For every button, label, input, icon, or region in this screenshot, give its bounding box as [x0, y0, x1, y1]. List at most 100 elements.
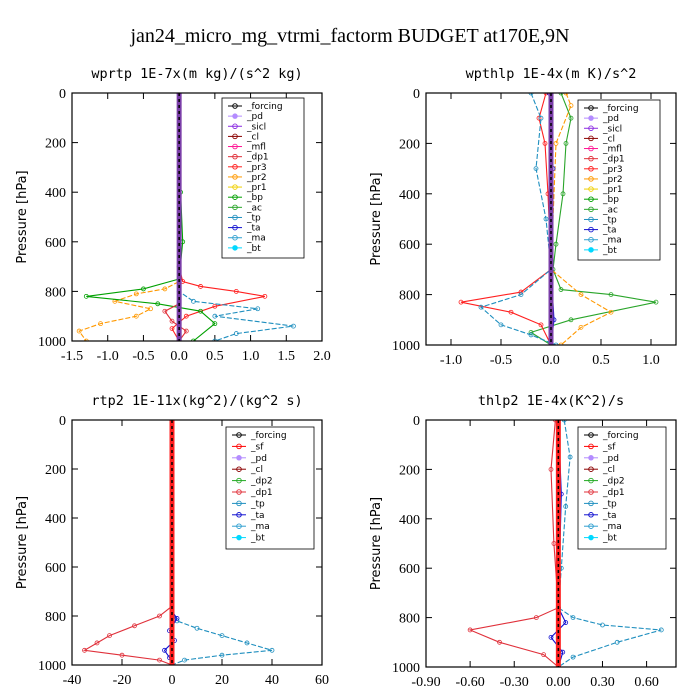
legend-label: _ta — [602, 511, 617, 521]
y-tick-label: 1000 — [392, 339, 420, 354]
y-tick-label: 800 — [45, 285, 66, 300]
plot-frame — [425, 419, 677, 668]
legend-label: _cl — [246, 132, 259, 142]
series-point-dp1 — [533, 615, 539, 620]
x-tick-label: 1.0 — [642, 353, 660, 368]
series-point-tp — [269, 647, 275, 653]
y-tick-label: 600 — [45, 561, 66, 576]
series-point-ta — [162, 647, 167, 653]
series-point-dp1 — [162, 308, 168, 314]
legend-marker — [588, 176, 594, 182]
x-tick-label: -1.5 — [61, 349, 83, 364]
legend-marker — [588, 226, 594, 233]
y-axis-label: Pressure [hPa] — [369, 497, 384, 590]
series-point-tp — [233, 331, 239, 336]
legend-marker — [588, 125, 594, 132]
series-point-pr2 — [148, 306, 153, 312]
y-tick-label: 1000 — [38, 335, 66, 350]
series-point-pr3 — [262, 293, 268, 299]
series-line-tp — [557, 420, 662, 667]
legend-marker — [588, 115, 594, 121]
series-point-ac — [653, 299, 659, 305]
legend-marker — [232, 184, 238, 190]
legend-label: _dp1 — [602, 488, 625, 498]
legend: _forcing_sf _pd_cl _dp2_dp1_tp _ta_ma _bt — [225, 426, 315, 550]
series-point-ac — [608, 292, 614, 298]
series-point-tp — [194, 625, 200, 631]
x-tick-label: -0.60 — [456, 675, 485, 690]
legend-marker — [236, 523, 242, 529]
y-tick-label: 0 — [413, 414, 420, 429]
y-axis-label: Pressure [hPa] — [369, 172, 384, 265]
series-point-pr3 — [538, 322, 544, 328]
legend-marker — [236, 534, 242, 541]
series-group — [82, 420, 275, 665]
legend-label: _bt — [602, 246, 617, 256]
x-tick-label: -0.5 — [132, 349, 154, 364]
legend-label: _pr2 — [602, 175, 623, 185]
legend-label: _pr1 — [602, 185, 623, 195]
legend-marker — [588, 186, 594, 192]
legend-marker — [232, 234, 238, 241]
legend-marker — [588, 155, 594, 162]
legend-marker — [588, 443, 594, 450]
legend: _forcing_pd_sicl_cl_mfl_dp1_pr3_pr2_pr1_… — [577, 99, 661, 261]
x-tick-label: 2.0 — [313, 349, 331, 364]
legend-marker — [588, 523, 594, 529]
series-line-bp — [86, 93, 216, 341]
legend-marker — [236, 466, 242, 472]
legend-label: _bt — [602, 534, 617, 544]
chart-panel-4: thlp2 1E-4x(K^2)/s Pressure [hPa] -0.90 -0.… — [369, 393, 677, 690]
series-point-bp — [198, 308, 203, 314]
y-tick-label: 600 — [399, 238, 420, 253]
series-point-tp — [219, 652, 225, 658]
series-point-tp — [518, 292, 524, 298]
series-point-pr2 — [608, 309, 614, 315]
legend-marker — [232, 153, 238, 160]
legend-label: _ma — [602, 522, 622, 532]
legend-label: _pd — [602, 114, 619, 124]
series-point-tp — [528, 93, 534, 96]
legend-label: _cl — [602, 465, 615, 475]
legend-marker — [232, 113, 238, 119]
series-point-tp — [553, 342, 559, 345]
series-point-ac — [553, 241, 559, 247]
y-tick-label: 200 — [399, 463, 420, 478]
series-point-tp — [658, 627, 664, 633]
legend-marker — [236, 443, 242, 450]
series-group — [467, 420, 664, 667]
legend-label: _dp1 — [602, 155, 625, 165]
legend-marker — [232, 245, 238, 251]
panel-title: wpthlp 1E-4x(m K)/s^2 — [466, 66, 637, 82]
legend-marker — [588, 500, 594, 507]
legend-label: _ma — [250, 522, 270, 532]
series-point-tp — [614, 639, 620, 645]
y-tick-label: 1000 — [38, 659, 66, 674]
legend-label: _bt — [246, 244, 261, 254]
series-point-pr3 — [458, 299, 464, 305]
x-tick-label: -0.90 — [411, 675, 440, 690]
series-line-pr3 — [460, 93, 552, 345]
panel-title: wprtp 1E-7x(m kg)/(s^2 kg) — [91, 66, 302, 82]
series-point-dp1 — [157, 657, 162, 663]
x-tick-label: -1.0 — [440, 353, 462, 368]
x-tick-label: 20 — [215, 673, 229, 688]
legend-label: _bp — [602, 195, 619, 205]
legend-label: _sicl — [246, 122, 266, 132]
series-point-tp — [212, 338, 218, 341]
series-point-dp1 — [82, 647, 87, 653]
legend-label: _tp — [246, 213, 261, 223]
series-point-tp — [543, 216, 549, 222]
y-tick-label: 400 — [45, 186, 66, 201]
y-tick-label: 800 — [45, 610, 66, 625]
x-tick-label: -20 — [113, 673, 132, 688]
legend-box — [221, 97, 305, 259]
y-tick-label: 600 — [45, 236, 66, 251]
y-tick-label: 800 — [399, 289, 420, 304]
legend-box — [577, 426, 667, 550]
legend-label: _pd — [602, 454, 619, 464]
series-line-dp1 — [468, 420, 559, 667]
x-tick-label: 1.0 — [242, 349, 260, 364]
y-tick-label: 0 — [413, 87, 420, 102]
